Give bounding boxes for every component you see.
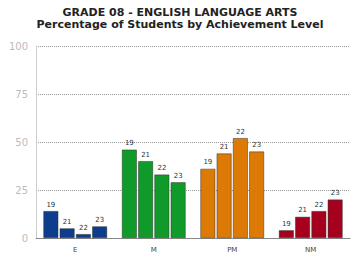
svg-text:100: 100 — [9, 41, 28, 52]
svg-text:22: 22 — [236, 128, 245, 136]
svg-text:Percentage of Students by Achi: Percentage of Students by Achievement Le… — [37, 18, 324, 31]
svg-text:E: E — [73, 246, 77, 254]
svg-text:23: 23 — [331, 189, 340, 197]
svg-text:23: 23 — [95, 216, 104, 224]
svg-text:21: 21 — [141, 151, 150, 159]
svg-text:19: 19 — [203, 158, 212, 166]
svg-text:22: 22 — [79, 224, 88, 232]
svg-text:19: 19 — [125, 139, 134, 147]
svg-text:PM: PM — [227, 246, 237, 254]
svg-text:23: 23 — [252, 141, 261, 149]
svg-text:22: 22 — [157, 164, 166, 172]
svg-text:19: 19 — [282, 220, 291, 228]
svg-text:19: 19 — [46, 201, 55, 209]
svg-text:21: 21 — [298, 206, 307, 214]
svg-text:25: 25 — [15, 185, 28, 196]
svg-text:NM: NM — [305, 246, 316, 254]
svg-text:21: 21 — [220, 143, 229, 151]
svg-text:50: 50 — [15, 137, 28, 148]
svg-text:0: 0 — [22, 233, 28, 244]
svg-text:GRADE 08 - ENGLISH LANGUAGE AR: GRADE 08 - ENGLISH LANGUAGE ARTS — [62, 6, 298, 19]
svg-text:21: 21 — [63, 218, 72, 226]
svg-text:75: 75 — [15, 89, 28, 100]
svg-text:M: M — [151, 246, 157, 254]
svg-text:22: 22 — [314, 201, 323, 209]
svg-text:23: 23 — [174, 172, 183, 180]
